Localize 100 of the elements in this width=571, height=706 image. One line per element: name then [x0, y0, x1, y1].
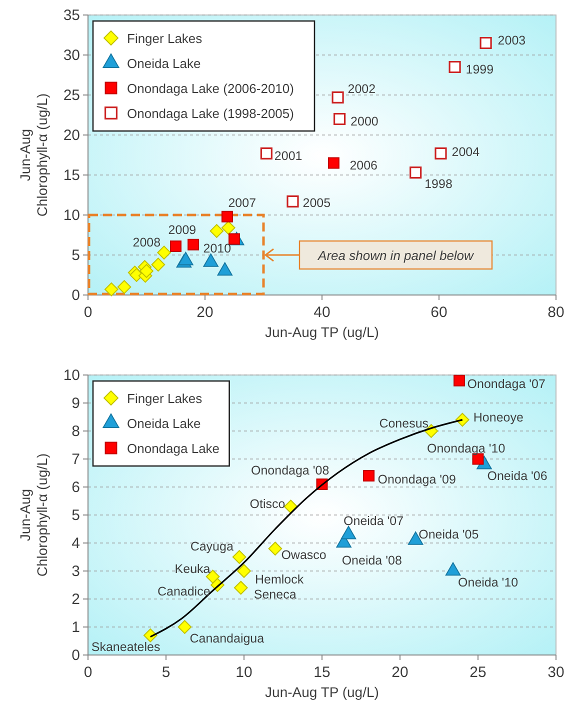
- y-tick-label: 7: [72, 451, 80, 468]
- annotation: 2006: [350, 158, 378, 172]
- y-tick-label: 5: [72, 247, 80, 264]
- annotation: Hemlock: [255, 572, 304, 586]
- point: [157, 246, 171, 260]
- annotation: 2004: [452, 144, 480, 159]
- legend-label: Oneida Lake: [127, 56, 201, 71]
- point: [268, 542, 282, 556]
- annotation: Keuka: [174, 562, 210, 576]
- y-tick-label: 1: [72, 619, 80, 636]
- annotation: Canadice: [157, 584, 210, 598]
- point: [410, 166, 422, 179]
- legend-label: Finger Lakes: [127, 31, 203, 46]
- point: [448, 60, 461, 74]
- y-axis-title: Jun-Aug Chlorophyll-α (ug/L): [17, 453, 50, 577]
- annotation: Oneida '08: [342, 554, 402, 568]
- annotation: Onondaga '07: [467, 377, 546, 392]
- legend-label: Onondaga Lake: [127, 441, 220, 456]
- x-tick-label: 40: [314, 304, 330, 321]
- annotation: 2007: [228, 196, 256, 210]
- x-tick-label: 25: [470, 664, 486, 681]
- y-tick-label: 5: [72, 507, 80, 524]
- annotation: Seneca: [254, 587, 296, 602]
- point: [454, 374, 466, 386]
- y-tick-label: 10: [63, 367, 80, 384]
- y-axis-title: Jun-Aug Chlorophyll-α (ug/L): [17, 93, 50, 217]
- point: [334, 112, 346, 126]
- x-axis-title: Jun-Aug TP (ug/L): [265, 324, 379, 340]
- y-tick-label: 35: [63, 7, 80, 24]
- point: [178, 620, 192, 634]
- point: [363, 470, 375, 482]
- point: [221, 210, 233, 222]
- point: [455, 412, 470, 427]
- annotation: Canandaigua: [190, 632, 264, 646]
- annotation: Conesus: [379, 416, 429, 430]
- annotation: Onondaga '08: [251, 464, 330, 478]
- point: [117, 280, 132, 294]
- point: [434, 147, 447, 160]
- y-tick-label: 3: [72, 563, 80, 580]
- legend-label: Finger Lakes: [127, 391, 203, 406]
- point: [221, 220, 236, 235]
- annotation: Skaneateles: [91, 640, 160, 654]
- y-tick-label: 9: [72, 395, 80, 412]
- x-tick-label: 20: [196, 304, 214, 321]
- point: [237, 564, 251, 578]
- y-tick-label: 4: [72, 535, 80, 552]
- point: [480, 36, 492, 50]
- annotation: 2001: [274, 148, 302, 163]
- point: [210, 224, 224, 238]
- x-tick-label: 20: [392, 664, 408, 681]
- y-tick-label: 6: [72, 479, 80, 496]
- point: [286, 195, 299, 208]
- y-tick-label: 25: [63, 87, 80, 104]
- annotation: 2003: [498, 34, 526, 48]
- legend-label: Oneida Lake: [127, 416, 201, 431]
- y-tick-label: 2: [72, 591, 80, 608]
- x-tick-label: 60: [430, 304, 448, 321]
- point: [170, 240, 182, 252]
- x-axis-title: Jun-Aug TP (ug/L): [265, 684, 379, 700]
- y-tick-label: 0: [72, 647, 80, 664]
- point: [104, 282, 118, 296]
- x-tick-label: 0: [84, 304, 92, 321]
- legend-label: Onondaga Lake (1998-2005): [127, 106, 294, 121]
- point: [232, 550, 246, 564]
- x-tick-label: 15: [314, 664, 330, 681]
- annotation: 2010: [203, 242, 232, 256]
- annotation: Owasco: [281, 548, 326, 562]
- point: [151, 258, 166, 272]
- annotation: Cayuga: [190, 540, 234, 554]
- x-tick-label: 0: [84, 664, 92, 681]
- annotation: Onondaga '10: [427, 442, 506, 456]
- point: [188, 238, 200, 250]
- point: [260, 147, 272, 160]
- x-tick-label: 10: [236, 664, 252, 681]
- point: [234, 580, 248, 595]
- annotation: 2000: [350, 114, 378, 128]
- annotation: 2008: [132, 236, 161, 250]
- annotation: Oneida '10: [458, 576, 518, 590]
- annotation: 1998: [424, 177, 452, 192]
- annotation: 2009: [168, 223, 196, 238]
- y-tick-label: 15: [63, 167, 80, 184]
- annotation: Area shown in panel below: [317, 248, 476, 263]
- legend-label: Onondaga Lake (2006-2010): [127, 81, 294, 96]
- annotation: Onondaga '09: [378, 472, 456, 486]
- y-tick-label: 20: [63, 127, 80, 144]
- annotation: 2002: [348, 82, 376, 96]
- annotation: Oneida '05: [418, 528, 479, 542]
- point: [140, 264, 154, 278]
- y-tick-label: 8: [72, 423, 80, 440]
- annotation: 2005: [302, 196, 331, 210]
- y-tick-label: 10: [63, 207, 80, 224]
- annotation: Oneida '06: [487, 469, 548, 484]
- point: [328, 157, 340, 169]
- annotation: Oneida '07: [344, 514, 404, 528]
- x-tick-label: 30: [548, 664, 564, 681]
- y-tick-label: 30: [63, 47, 80, 64]
- x-tick-label: 5: [162, 664, 170, 681]
- annotation: Honeoye: [473, 410, 524, 424]
- y-tick-label: 0: [72, 287, 80, 304]
- annotation: 1999: [466, 62, 494, 76]
